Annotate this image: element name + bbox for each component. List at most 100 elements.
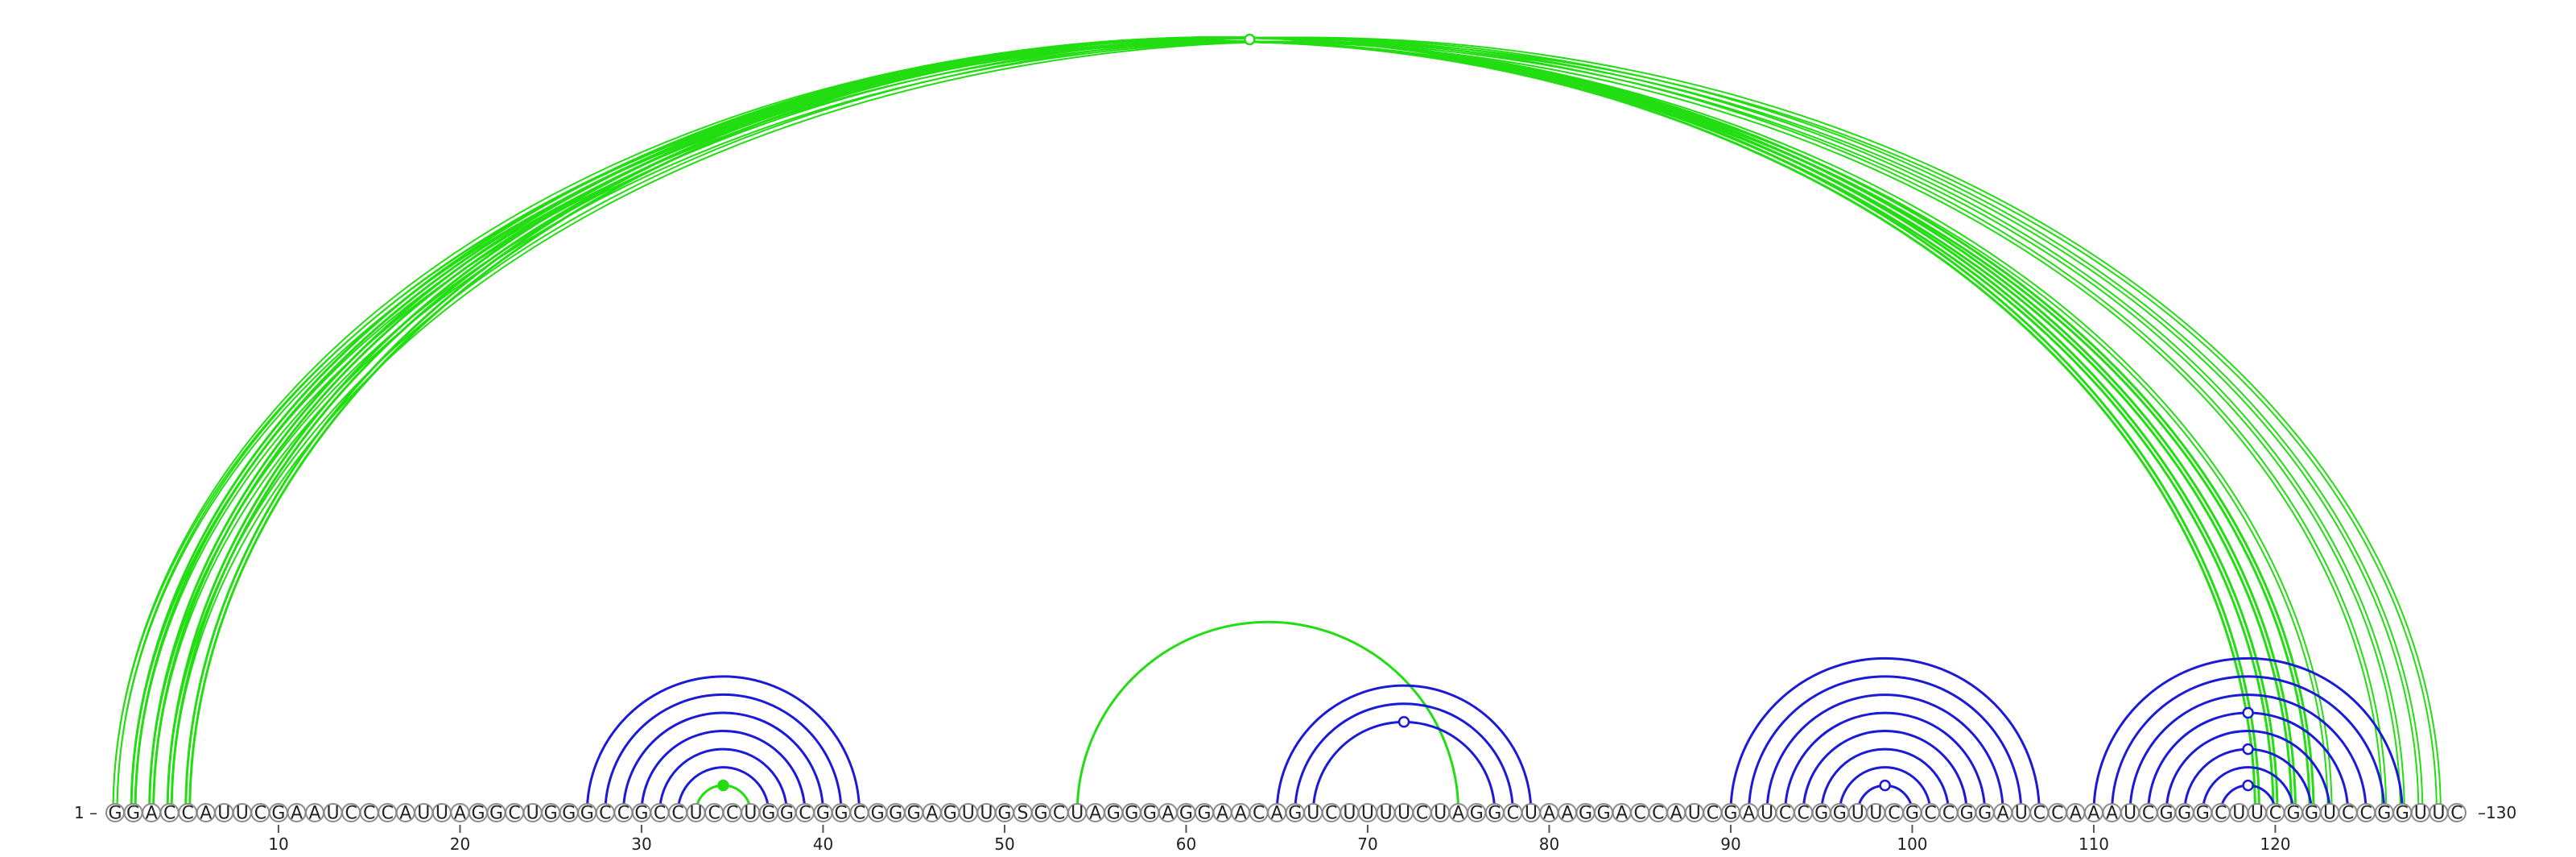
arc-32-37 <box>676 766 770 814</box>
nucleotide-letter: G <box>907 804 921 824</box>
nucleotide-letter: C <box>799 804 811 824</box>
nucleotide-14: C <box>341 803 361 824</box>
nucleotide-letter: C <box>1707 804 1719 824</box>
arc-29-40 <box>621 711 824 814</box>
nucleotide-26: G <box>559 803 579 824</box>
arc-90-107 <box>1729 656 2041 814</box>
nucleotide-letter: C <box>1416 804 1428 824</box>
nucleotide-101: C <box>1921 803 1940 824</box>
nucleotide-letter: C <box>2360 804 2372 824</box>
nucleotide-letter: C <box>1053 804 1065 824</box>
nucleotide-69: U <box>1340 803 1360 824</box>
nucleotide-50: G <box>994 803 1014 824</box>
nucleotide-letter: G <box>2196 804 2210 824</box>
nucleotide-letter: A <box>1235 804 1247 824</box>
nucleotide-109: A <box>2066 803 2086 824</box>
markers-layer <box>717 33 2254 792</box>
nucleotide-letter: C <box>617 804 630 824</box>
nucleotide-letter: C <box>382 804 394 824</box>
nucleotide-12: A <box>305 803 325 824</box>
nucleotide-46: A <box>922 803 942 824</box>
arc-3-121 <box>148 36 2297 814</box>
nucleotide-letter: C <box>254 804 266 824</box>
nucleotide-112: U <box>2120 803 2140 824</box>
arc-4-129 <box>167 37 2441 813</box>
nucleotide-114: G <box>2157 803 2177 824</box>
nucleotide-letter: C <box>1507 804 1519 824</box>
nucleotide-128: U <box>2410 803 2430 824</box>
nucleotide-44: G <box>886 803 906 824</box>
nucleotide-letter: A <box>1271 804 1283 824</box>
tick-label-100: 100 <box>1897 834 1927 854</box>
nucleotide-89: C <box>1703 803 1723 824</box>
nucleotide-letter: C <box>1253 804 1265 824</box>
arc-92-105 <box>1765 693 2004 814</box>
nucleotide-34: C <box>704 803 724 824</box>
nucleotide-105: A <box>1993 803 2013 824</box>
nucleotide-letter: U <box>962 804 975 824</box>
nucleotide-letter: A <box>200 804 212 824</box>
nucleotide-56: G <box>1104 803 1124 824</box>
nucleotide-letter: C <box>2215 804 2227 824</box>
arc-116-121 <box>2201 766 2295 814</box>
nucleotide-letter: G <box>1288 804 1302 824</box>
nucleotide-letter: A <box>309 804 321 824</box>
nucleotide-111: A <box>2102 803 2122 824</box>
nucleotide-letter: A <box>1561 804 1573 824</box>
pair-marker-97-100 <box>1879 779 1891 792</box>
nucleotide-letter: U <box>2323 804 2336 824</box>
nucleotide-letter: G <box>1143 804 1157 824</box>
nucleotide-1: G <box>105 803 125 824</box>
nucleotide-93: C <box>1775 803 1795 824</box>
nucleotide-126: G <box>2374 803 2394 824</box>
tick-label-30: 30 <box>631 834 651 854</box>
nucleotide-120: C <box>2265 803 2285 824</box>
nucleotide-letter: C <box>1325 804 1337 824</box>
nucleotide-85: C <box>1630 803 1650 824</box>
nucleotide-letter: G <box>1978 804 1992 824</box>
nucleotide-27: G <box>577 803 597 824</box>
nucleotide-103: G <box>1957 803 1977 824</box>
nucleotide-letter: G <box>108 804 122 824</box>
nucleotide-letter: U <box>744 804 757 824</box>
nucleotide-letter: C <box>2142 804 2154 824</box>
arc-3-128 <box>150 37 2423 813</box>
nucleotide-10: G <box>268 803 288 824</box>
arc-65-79 <box>1275 684 1533 814</box>
nucleotide-100: G <box>1902 803 1922 824</box>
nucleotide-49: U <box>976 803 997 824</box>
nucleotide-letter: U <box>236 804 249 824</box>
nucleotide-99: C <box>1884 803 1904 824</box>
nucleotide-86: C <box>1648 803 1668 824</box>
nucleotide-letter: U <box>1434 804 1447 824</box>
tick-label-90: 90 <box>1720 834 1740 854</box>
arc-27-42 <box>585 675 861 814</box>
position-axis: 10 20 30 40 50 60 70 80 90 100 110 120 <box>268 825 2291 854</box>
nucleotide-47: G <box>940 803 960 824</box>
nucleotide-letter: G <box>943 804 957 824</box>
nucleotide-letter: G <box>997 804 1011 824</box>
arc-1-123 <box>116 40 2329 814</box>
nucleotide-90: G <box>1720 803 1740 824</box>
nucleotide-30: G <box>631 803 651 824</box>
arcs-layer <box>114 37 2441 813</box>
nucleotide-letter: G <box>471 804 485 824</box>
nucleotide-letter: A <box>291 804 303 824</box>
nucleotide-117: C <box>2211 803 2231 824</box>
nucleotide-letter: G <box>1597 804 1611 824</box>
nucleotide-letter: U <box>327 804 340 824</box>
arc-1-123 <box>112 36 2333 814</box>
arc-114-123 <box>2165 730 2331 814</box>
end-position-label: –130 <box>2478 803 2516 822</box>
nucleotide-letter: C <box>1888 804 1900 824</box>
nucleotide-letter: G <box>816 804 830 824</box>
arc-5-119 <box>184 36 2260 814</box>
nucleotide-107: C <box>2029 803 2050 824</box>
nucleotide-letter: A <box>926 804 938 824</box>
arc-91-106 <box>1748 675 2023 814</box>
nucleotide-letter: U <box>1688 804 1701 824</box>
nucleotide-letter: C <box>599 804 611 824</box>
nucleotide-40: G <box>813 803 833 824</box>
tick-label-70: 70 <box>1357 834 1377 854</box>
nucleotide-letter: G <box>580 804 594 824</box>
